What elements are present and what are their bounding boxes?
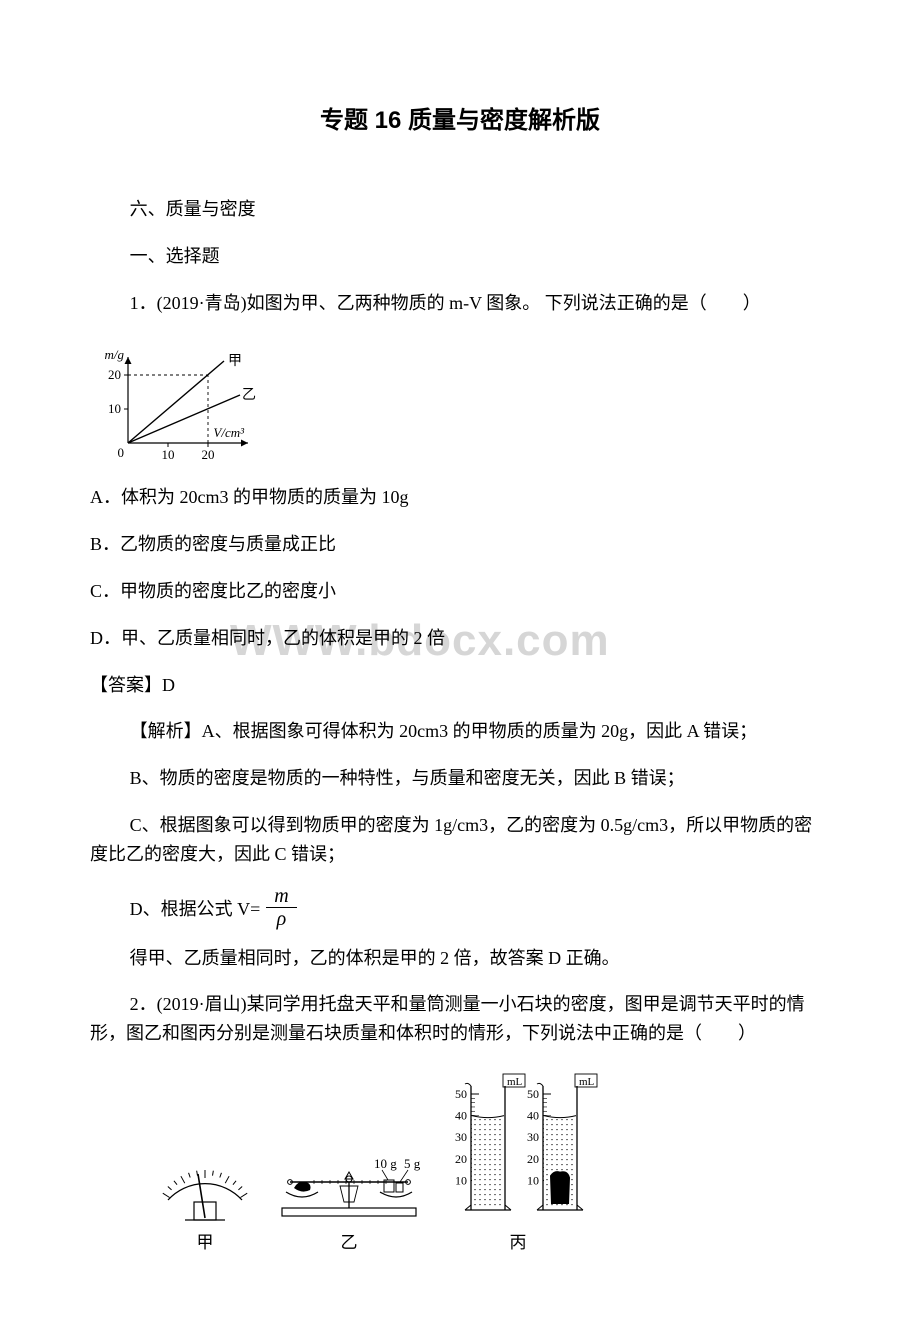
- svg-text:20: 20: [202, 447, 215, 462]
- q1-expl-d-formula: D、根据公式 V= m ρ: [90, 887, 830, 930]
- q1-stem: 1．(2019·青岛)如图为甲、乙两种物质的 m-V 图象。 下列说法正确的是（…: [90, 289, 830, 318]
- figure-jia: 甲: [150, 1142, 260, 1253]
- caption-yi: 乙: [341, 1228, 358, 1253]
- fraction-denominator: ρ: [269, 908, 295, 930]
- svg-text:0: 0: [118, 445, 125, 460]
- svg-text:50: 50: [527, 1087, 539, 1101]
- q1-expl-c: C、根据图象可以得到物质甲的密度为 1g/cm3，乙的密度为 0.5g/cm3，…: [90, 811, 830, 869]
- q1-option-a: A．体积为 20cm3 的甲物质的质量为 10g: [90, 483, 830, 512]
- q1-option-d: D．甲、乙质量相同时，乙的体积是甲的 2 倍: [90, 624, 830, 653]
- caption-jia: 甲: [197, 1228, 214, 1253]
- svg-text:30: 30: [455, 1130, 467, 1144]
- svg-text:乙: 乙: [242, 387, 256, 403]
- q1-expl-a: 【解析】A、根据图象可得体积为 20cm3 的甲物质的质量为 20g，因此 A …: [90, 717, 830, 746]
- q1-answer: 【答案】D: [90, 671, 830, 700]
- svg-text:20: 20: [108, 367, 121, 382]
- svg-text:10 g: 10 g: [374, 1156, 397, 1171]
- q2-figures: 甲 10 g 5 g 乙 mL 10 20 30 40 50 mL 10 20 30 40 50 丙: [150, 1072, 830, 1253]
- q1-expl-d-prefix: D、根据公式 V=: [90, 895, 260, 921]
- q1-expl-d-tail: 得甲、乙质量相同时，乙的体积是甲的 2 倍，故答案 D 正确。: [90, 944, 830, 973]
- part-heading: 一、选择题: [90, 242, 830, 271]
- svg-text:V/cm³: V/cm³: [213, 425, 245, 440]
- svg-text:50: 50: [455, 1087, 467, 1101]
- svg-text:甲: 甲: [228, 354, 242, 369]
- svg-text:mL: mL: [507, 1076, 523, 1088]
- q1-option-c: C．甲物质的密度比乙的密度小: [90, 577, 830, 606]
- svg-text:10: 10: [527, 1173, 539, 1187]
- svg-text:40: 40: [455, 1109, 467, 1123]
- figure-yi: 10 g 5 g 乙: [274, 1142, 424, 1253]
- svg-text:10: 10: [455, 1173, 467, 1187]
- page-title: 专题 16 质量与密度解析版: [90, 100, 830, 135]
- q1-option-b: B．乙物质的密度与质量成正比: [90, 530, 830, 559]
- q2-stem: 2．(2019·眉山)某同学用托盘天平和量筒测量一小石块的密度，图甲是调节天平时…: [90, 990, 830, 1048]
- svg-text:m/g: m/g: [105, 347, 125, 362]
- fraction: m ρ: [266, 885, 296, 930]
- figure-bing: mL 10 20 30 40 50 mL 10 20 30 40 50 丙: [438, 1072, 598, 1253]
- svg-text:mL: mL: [579, 1076, 595, 1088]
- svg-text:40: 40: [527, 1109, 539, 1123]
- q1-expl-b: B、物质的密度是物质的一种特性，与质量和密度无关，因此 B 错误；: [90, 764, 830, 793]
- svg-text:30: 30: [527, 1130, 539, 1144]
- caption-bing: 丙: [510, 1228, 527, 1253]
- svg-text:20: 20: [455, 1152, 467, 1166]
- svg-text:10: 10: [108, 401, 121, 416]
- svg-text:20: 20: [527, 1152, 539, 1166]
- q1-chart: 0 10 20 10 20 m/g V/cm³ 甲乙: [90, 335, 830, 465]
- fraction-numerator: m: [266, 885, 296, 908]
- svg-text:10: 10: [162, 447, 175, 462]
- section-heading: 六、质量与密度: [90, 195, 830, 224]
- svg-text:5 g: 5 g: [404, 1156, 421, 1171]
